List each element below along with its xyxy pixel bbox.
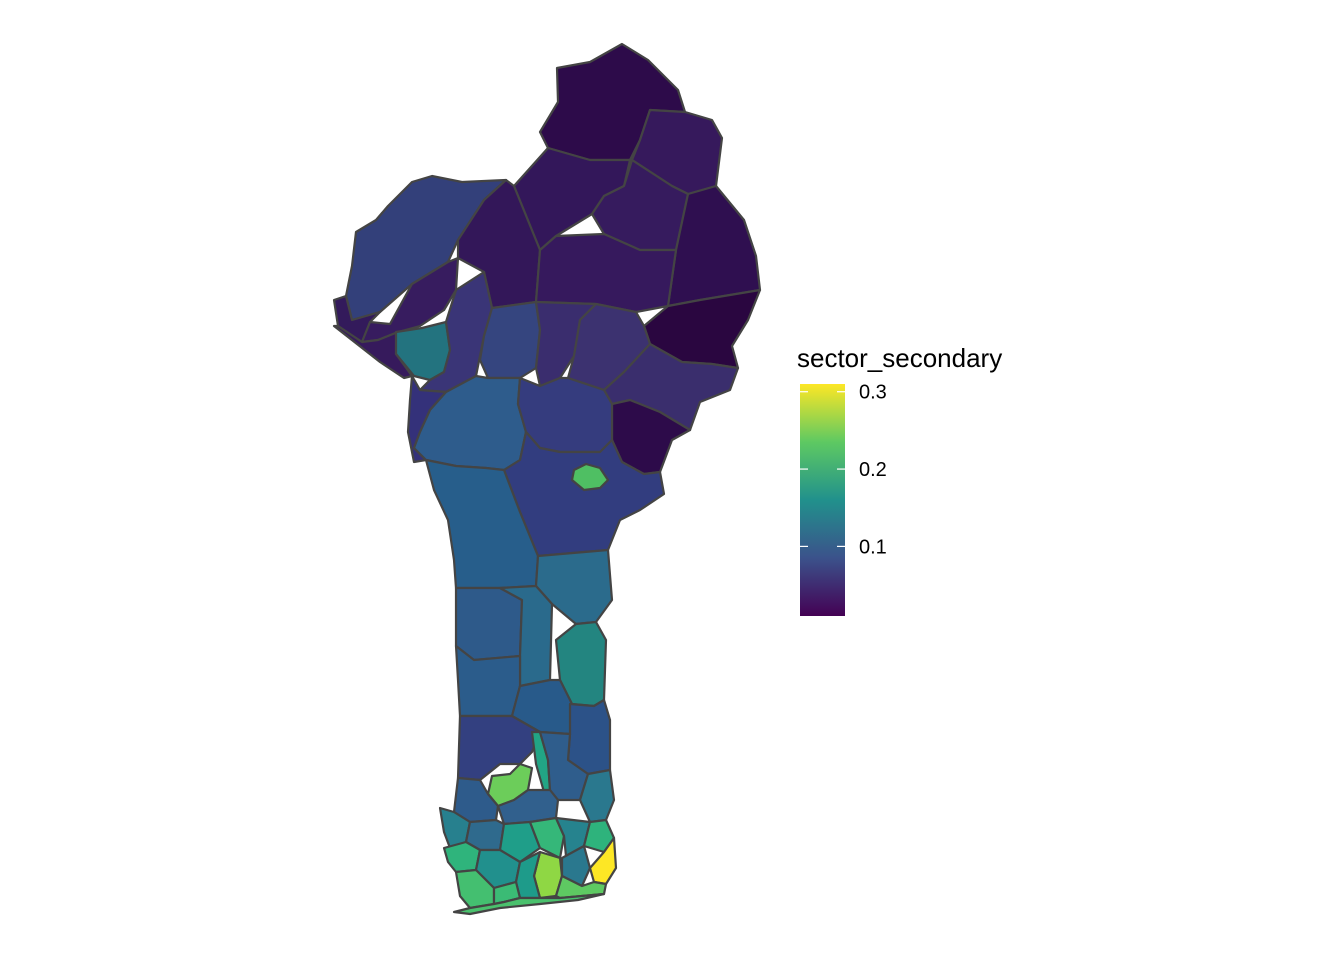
legend-tick-label: 0.2 [859, 459, 887, 481]
region-coast-2[interactable] [528, 816, 566, 860]
region-coast-west-3[interactable] [442, 840, 482, 874]
region-coastline-strip [452, 892, 606, 916]
region-coast-7[interactable] [560, 844, 592, 888]
legend-colorbar [800, 384, 845, 616]
legend-tick-label: 0.3 [859, 382, 887, 404]
region-south-6[interactable] [566, 698, 612, 776]
legend-tick-label: 0.1 [859, 536, 887, 558]
region-coast-1[interactable] [498, 820, 542, 864]
region-south-2[interactable] [454, 586, 524, 662]
legend: sector_secondary 0.3 0.2 0.1 [797, 343, 1002, 616]
legend-title: sector_secondary [797, 343, 1002, 373]
region-center-east-big[interactable] [502, 430, 666, 558]
region-green-enclave[interactable] [570, 462, 610, 492]
map-regions [332, 42, 762, 916]
legend-ticks: 0.3 0.2 0.1 [800, 382, 887, 558]
